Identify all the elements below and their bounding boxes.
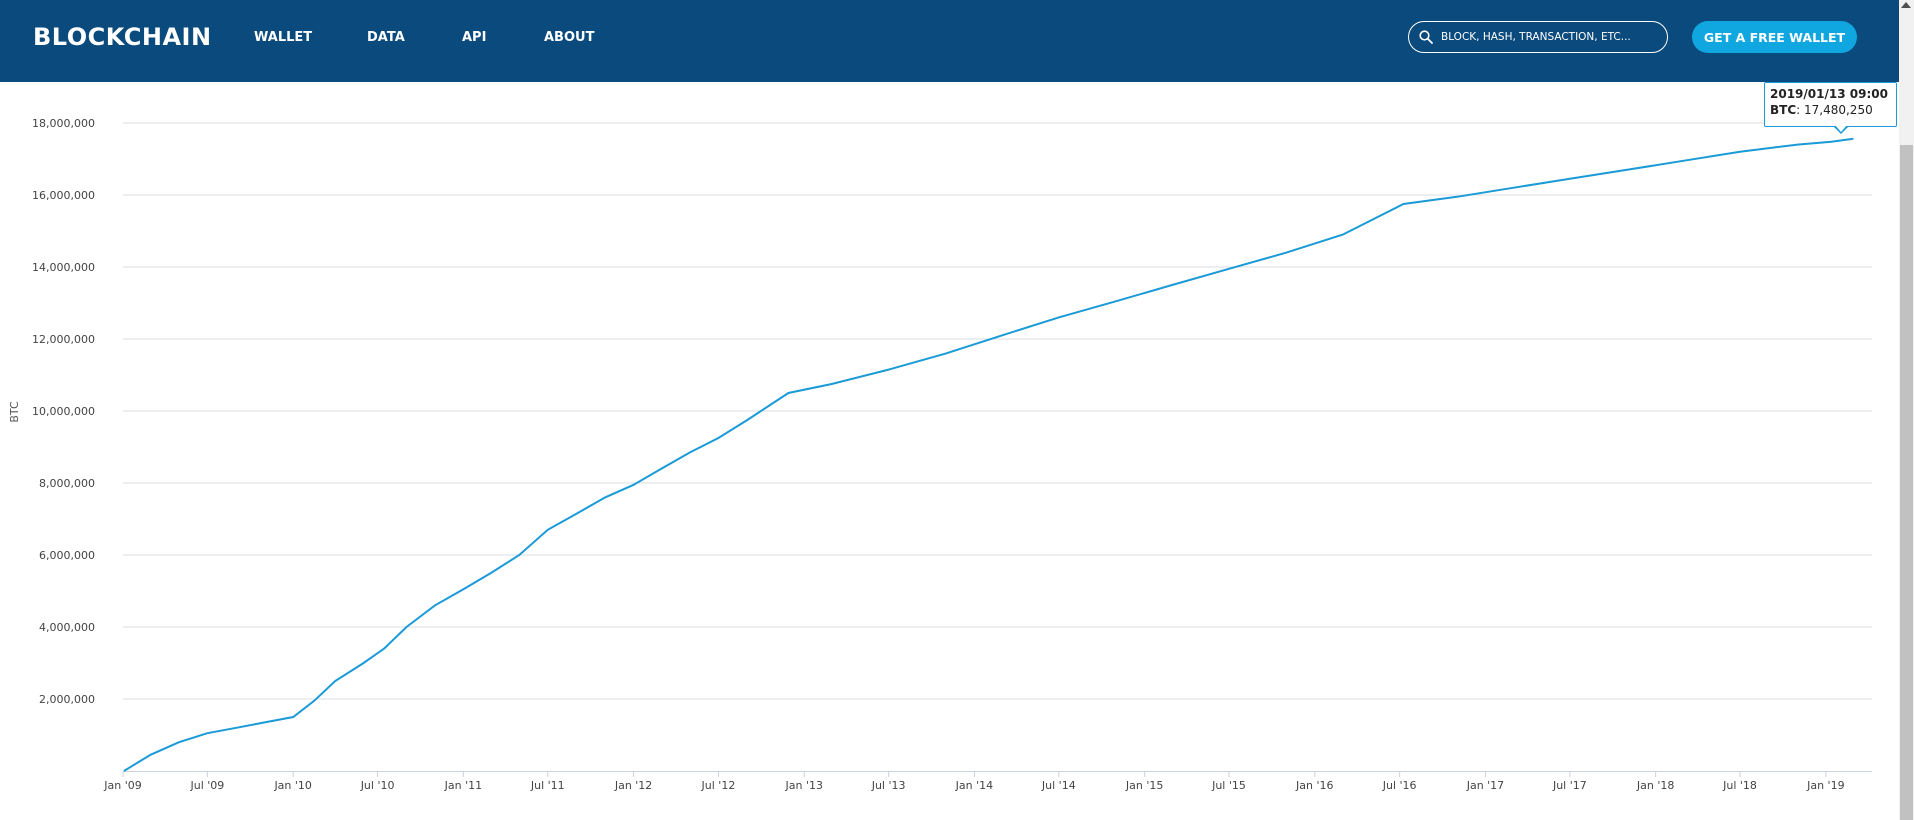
x-tick-label: Jan '15 bbox=[1125, 779, 1163, 792]
x-tick-label: Jul '11 bbox=[530, 779, 565, 792]
scrollbar-thumb[interactable] bbox=[1900, 145, 1913, 820]
y-tick-label: 2,000,000 bbox=[39, 693, 95, 706]
tooltip-date: 2019/01/13 09:00 bbox=[1770, 87, 1888, 101]
brand-logo[interactable]: BLOCKCHAIN bbox=[33, 23, 212, 51]
x-tick-label: Jan '13 bbox=[784, 779, 822, 792]
x-tick-label: Jul '12 bbox=[701, 779, 736, 792]
top-navbar: BLOCKCHAIN WALLET DATA API ABOUT GET A F… bbox=[0, 0, 1899, 82]
y-tick-label: 18,000,000 bbox=[32, 117, 95, 130]
y-axis-ticks: 2,000,000 4,000,000 6,000,000 8,000,000 10,0… bbox=[32, 117, 95, 706]
x-tick-label: Jan '19 bbox=[1806, 779, 1844, 792]
y-tick-label: 6,000,000 bbox=[39, 549, 95, 562]
x-tick-label: Jul '13 bbox=[871, 779, 906, 792]
search-box[interactable] bbox=[1408, 21, 1668, 53]
x-tick-label: Jul '18 bbox=[1722, 779, 1757, 792]
x-tick-label: Jan '14 bbox=[955, 779, 993, 792]
x-tick-label: Jul '15 bbox=[1211, 779, 1246, 792]
search-input[interactable] bbox=[1441, 31, 1656, 43]
get-free-wallet-button[interactable]: GET A FREE WALLET bbox=[1692, 21, 1857, 53]
x-axis-ticks: Jan '09 Jul '09 Jan '10 Jul '10 Jan '11 Jul '… bbox=[103, 771, 1845, 792]
y-tick-label: 8,000,000 bbox=[39, 477, 95, 490]
y-tick-label: 10,000,000 bbox=[32, 405, 95, 418]
tooltip-series-label: BTC bbox=[1770, 103, 1797, 117]
x-tick-label: Jul '10 bbox=[360, 779, 395, 792]
x-tick-label: Jan '11 bbox=[444, 779, 482, 792]
vertical-scrollbar[interactable] bbox=[1899, 0, 1914, 820]
x-tick-label: Jan '10 bbox=[273, 779, 311, 792]
tooltip-sep: : bbox=[1796, 103, 1804, 117]
tooltip-value: 17,480,250 bbox=[1804, 103, 1873, 117]
y-tick-label: 4,000,000 bbox=[39, 621, 95, 634]
y-tick-label: 14,000,000 bbox=[32, 261, 95, 274]
x-tick-label: Jul '14 bbox=[1041, 779, 1076, 792]
x-tick-label: Jul '17 bbox=[1552, 779, 1587, 792]
nav-data[interactable]: DATA bbox=[367, 30, 405, 45]
search-icon bbox=[1419, 30, 1433, 44]
x-tick-label: Jul '16 bbox=[1382, 779, 1417, 792]
x-tick-label: Jan '09 bbox=[103, 779, 141, 792]
nav-about[interactable]: ABOUT bbox=[544, 30, 595, 45]
x-tick-label: Jan '16 bbox=[1295, 779, 1333, 792]
y-axis-title: BTC bbox=[8, 401, 21, 423]
x-tick-label: Jan '18 bbox=[1636, 779, 1674, 792]
nav-api[interactable]: API bbox=[462, 30, 487, 45]
y-tick-label: 12,000,000 bbox=[32, 333, 95, 346]
x-tick-label: Jul '09 bbox=[189, 779, 224, 792]
hover-tooltip: 2019/01/13 09:00 BTC: 17,480,250 bbox=[1764, 82, 1897, 127]
btc-supply-chart: 2,000,000 4,000,000 6,000,000 8,000,000 10,0… bbox=[8, 117, 1872, 792]
scroll-up-icon[interactable] bbox=[1901, 2, 1911, 8]
grid-lines bbox=[123, 122, 1872, 700]
y-tick-label: 16,000,000 bbox=[32, 189, 95, 202]
x-tick-label: Jan '12 bbox=[614, 779, 652, 792]
x-tick-label: Jan '17 bbox=[1466, 779, 1504, 792]
nav-wallet[interactable]: WALLET bbox=[254, 30, 313, 45]
btc-series-line[interactable] bbox=[123, 137, 1854, 772]
tooltip-caret-fill bbox=[1835, 125, 1847, 132]
